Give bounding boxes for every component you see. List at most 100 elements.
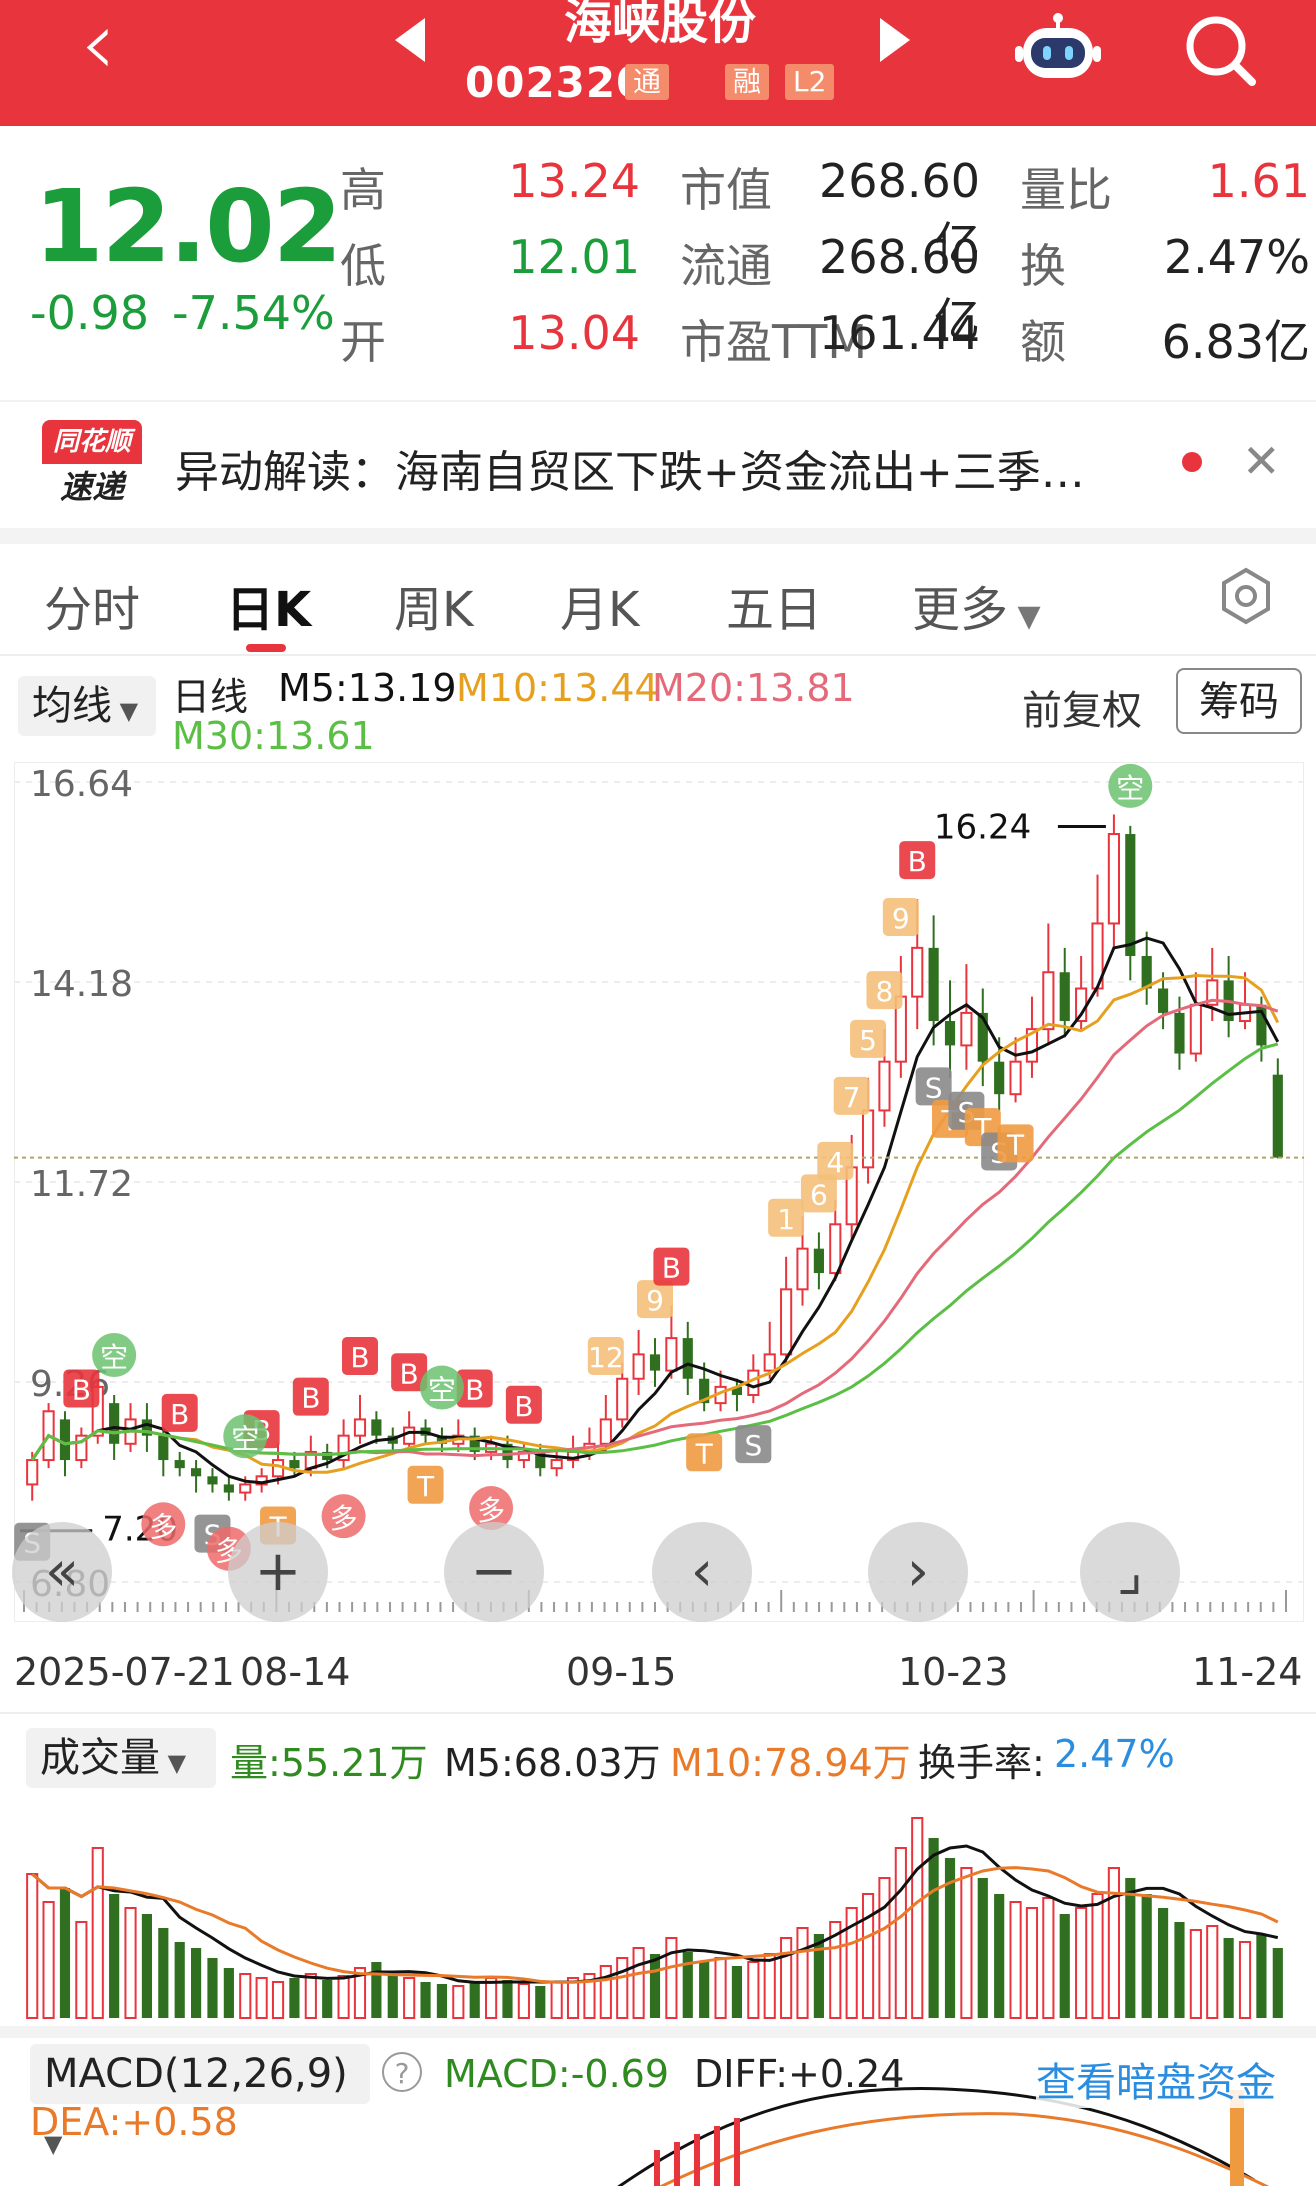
signal-label: B [301, 1382, 320, 1415]
candle-body [141, 1419, 153, 1436]
candle-body [26, 1459, 39, 1486]
y-tick-label: 11.72 [30, 1164, 133, 1205]
candle-body [731, 1386, 743, 1396]
candle-body [1125, 834, 1136, 956]
macd-dropdown[interactable]: MACD(12,26,9) ▼ [30, 2044, 370, 2158]
back-icon[interactable]: ‹ [80, 0, 116, 96]
candle-body [191, 1468, 202, 1477]
candle-body [977, 1012, 988, 1062]
volume-bar [191, 1948, 202, 2018]
volume-bar [1223, 1938, 1234, 2018]
tag-connect: 通 [625, 64, 670, 100]
zoom-minus-icon[interactable]: − [444, 1522, 544, 1622]
volume-bar [566, 1977, 580, 2019]
volume-bar [75, 1921, 88, 2019]
volume-bar [1075, 1907, 1088, 2019]
volume-bar [894, 1847, 907, 2019]
volume-bar [371, 1962, 382, 2018]
next-stock-icon[interactable] [880, 18, 910, 62]
pe-ttm-value: 161.44 [819, 306, 980, 360]
candle-body [682, 1338, 693, 1379]
turnover-rate-value: 2.47% [1054, 1732, 1175, 1776]
indicator-dropdown-label: 均线 [32, 683, 112, 729]
dark-pool-link[interactable]: 查看暗盘资金 [1036, 2050, 1276, 2108]
scroll-left-icon[interactable]: ‹ [652, 1522, 752, 1622]
close-icon[interactable]: ✕ [1242, 434, 1281, 488]
signal-badge [833, 1076, 870, 1115]
volume-bar [682, 1952, 693, 2018]
tab-five-day[interactable]: 五日 [726, 582, 823, 638]
tab-monthly-k[interactable]: 月K [560, 582, 640, 638]
signal-badge [653, 1247, 690, 1286]
signal-badge [899, 841, 936, 880]
candle-body [1042, 971, 1055, 1031]
indicator-dropdown[interactable]: 均线 ▼ [18, 676, 156, 736]
signal-badge [800, 1174, 837, 1213]
help-icon[interactable]: ? [382, 2052, 422, 2092]
volume-bar [322, 1980, 333, 2018]
chips-button[interactable]: 筹码 [1176, 668, 1302, 734]
amount-label: 额 [1020, 315, 1066, 369]
fullscreen-icon[interactable]: ⌟ [1080, 1522, 1180, 1622]
macd-chart[interactable] [14, 2030, 1304, 2186]
candle-body [616, 1377, 629, 1421]
volume-bar [223, 1968, 234, 2018]
zoom-in-icon[interactable]: + [228, 1522, 328, 1622]
candle-body [1206, 979, 1219, 1006]
candle-body [502, 1443, 513, 1461]
signal-badge [1108, 763, 1153, 808]
tab-daily-k[interactable]: 日K [226, 582, 312, 638]
settings-icon[interactable] [1216, 566, 1276, 626]
high-label: 高 [340, 163, 386, 217]
volume-bar [141, 1914, 153, 2018]
volume-bar [26, 1873, 39, 2019]
x-tick-label: 2025-07-21 [14, 1650, 235, 1694]
kline-chart[interactable]: 16.6414.1811.729.266.8016.247.20SBBSBTBB… [14, 762, 1304, 1622]
search-icon[interactable] [1180, 10, 1260, 90]
robot-assistant-icon[interactable] [1015, 12, 1101, 82]
zoom-out-history-icon[interactable]: « [12, 1522, 112, 1622]
candle-body [747, 1369, 760, 1397]
volume-bar [271, 1981, 285, 2019]
volume-bar [1272, 1948, 1283, 2018]
volume-indicator-dropdown[interactable]: 成交量 ▼ [26, 1728, 216, 1788]
candle-body [649, 1354, 661, 1371]
volume-bar [1125, 1878, 1136, 2018]
volume-bar [337, 1975, 350, 2019]
volume-bar [502, 1980, 513, 2018]
volume-chart[interactable] [14, 1798, 1304, 2022]
signal-badge [63, 1369, 100, 1408]
signal-label: 1 [777, 1203, 795, 1236]
signal-label: B [400, 1357, 419, 1390]
candle-body [371, 1419, 382, 1436]
pe-ttm-label: 市盈TTM [680, 315, 868, 369]
candle-body [109, 1403, 120, 1444]
market-cap-value: 268.60亿 [819, 154, 980, 271]
volume-bar [59, 1888, 71, 2018]
unread-dot [1182, 452, 1202, 472]
logo-bottom-text: 速递 [59, 468, 124, 506]
candle-body [1256, 1004, 1267, 1046]
prev-stock-icon[interactable] [395, 18, 425, 62]
tab-more[interactable]: 更多 ▼ [912, 570, 1041, 640]
volume-value: 量:55.21万 [230, 1741, 428, 1785]
volume-bar [353, 1967, 367, 2019]
volume-ratio-label: 量比 [1020, 163, 1112, 217]
signal-badge [407, 1465, 444, 1504]
volume-bar [420, 1982, 431, 2018]
candle-body [207, 1476, 218, 1485]
adjust-mode[interactable]: 前复权 [1022, 688, 1142, 734]
news-headline[interactable]: 异动解读：海南自贸区下跌+资金流出+三季… [175, 447, 1085, 498]
signal-label: B [170, 1398, 189, 1431]
tab-intraday[interactable]: 分时 [44, 582, 141, 638]
volume-bar [289, 1978, 300, 2018]
caret-down-icon: ▼ [44, 2130, 63, 2158]
volume-bar [845, 1907, 858, 2019]
volume-bar [944, 1858, 956, 2018]
market-cap-label: 市值 [680, 163, 772, 217]
volume-ma5: M5:68.03万 [444, 1741, 661, 1785]
tab-weekly-k[interactable]: 周K [394, 582, 474, 638]
low-value: 12.01 [508, 230, 640, 284]
scroll-right-icon[interactable]: › [868, 1522, 968, 1622]
signal-label: 7 [843, 1081, 861, 1114]
